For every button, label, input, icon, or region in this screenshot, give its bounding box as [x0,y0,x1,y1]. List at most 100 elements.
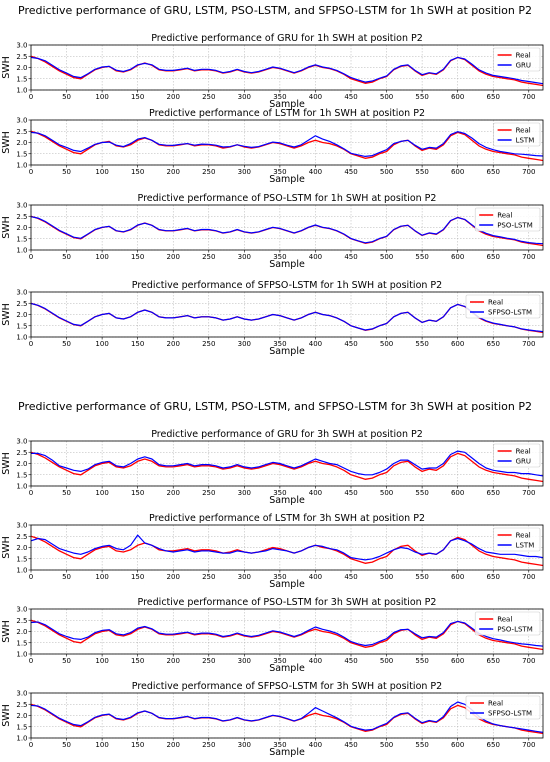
x-axis-label: Sample [269,747,305,758]
chart-1: Predictive performance of GRU for 1h SWH… [1,33,544,110]
y-tick-label: 2.5 [16,449,27,457]
series-line-real [30,451,544,483]
series-line-sfpso-lstm [30,302,544,333]
y-tick-label: 2.5 [16,213,27,221]
chart-title: Predictive performance of PSO-LSTM for 3… [138,597,437,608]
legend-label: Real [488,700,503,708]
chart-title: Predictive performance of PSO-LSTM for 1… [138,193,437,204]
x-tick-label: 550 [415,340,428,348]
y-tick-label: 3.0 [16,42,27,50]
x-tick-label: 200 [167,489,180,497]
y-tick-label: 3.0 [16,117,27,125]
chart-title: Predictive performance of GRU for 3h SWH… [151,429,423,440]
x-tick-label: 50 [62,168,71,176]
x-tick-label: 350 [273,253,286,261]
y-tick-label: 2.5 [16,53,27,61]
x-tick-label: 250 [202,657,215,665]
y-tick-label: 2.0 [16,311,27,319]
x-tick-label: 300 [238,340,251,348]
y-tick-label: 2.0 [16,628,27,636]
x-tick-label: 550 [415,741,428,749]
x-tick-label: 650 [487,168,500,176]
y-tick-label: 2.0 [16,224,27,232]
legend-label: SFPSO-LSTM [488,309,532,317]
x-tick-label: 50 [62,253,71,261]
x-tick-label: 300 [238,489,251,497]
y-tick-label: 2.0 [16,64,27,72]
y-tick-label: 1.0 [16,247,27,255]
x-tick-label: 550 [415,253,428,261]
y-tick-label: 3.0 [16,438,27,446]
x-tick-label: 0 [29,340,33,348]
legend-label: PSO-LSTM [497,222,533,230]
x-tick-label: 500 [380,573,393,581]
y-tick-label: 1.0 [16,735,27,743]
x-tick-label: 700 [522,741,535,749]
legend-label: Real [488,299,503,307]
x-tick-label: 550 [415,93,428,101]
x-tick-label: 100 [95,741,108,749]
y-tick-label: 3.0 [16,606,27,614]
x-tick-label: 700 [522,93,535,101]
x-axis-label: Sample [269,174,305,185]
x-tick-label: 200 [167,168,180,176]
chart-5: Predictive performance of GRU for 3h SWH… [1,429,544,506]
x-tick-label: 200 [167,573,180,581]
x-tick-label: 450 [344,168,357,176]
x-tick-label: 400 [309,489,322,497]
x-tick-label: 650 [487,93,500,101]
x-tick-label: 550 [415,657,428,665]
x-tick-label: 600 [451,573,464,581]
y-tick-label: 1.0 [16,483,27,491]
x-tick-label: 100 [95,340,108,348]
y-tick-label: 1.5 [16,639,27,647]
y-tick-label: 2.5 [16,300,27,308]
y-tick-label: 2.0 [16,139,27,147]
figure-2-title: Predictive performance of GRU, LSTM, PSO… [18,400,532,413]
series-line-gru [31,450,544,477]
x-tick-label: 100 [95,168,108,176]
legend-label: GRU [516,458,531,466]
x-tick-label: 350 [273,489,286,497]
y-tick-label: 1.0 [16,87,27,95]
x-tick-label: 250 [202,93,215,101]
x-tick-label: 300 [238,168,251,176]
chart-title: Predictive performance of SFPSO-LSTM for… [132,681,442,692]
x-tick-label: 300 [238,573,251,581]
chart-6: Predictive performance of LSTM for 3h SW… [1,513,544,590]
x-tick-label: 450 [344,573,357,581]
y-tick-label: 2.0 [16,712,27,720]
legend-label: SFPSO-LSTM [488,710,532,718]
x-tick-label: 100 [95,573,108,581]
x-tick-label: 350 [273,741,286,749]
x-tick-label: 700 [522,253,535,261]
legend-label: PSO-LSTM [497,626,533,634]
y-tick-label: 1.5 [16,322,27,330]
y-tick-label: 1.5 [16,150,27,158]
x-tick-label: 600 [451,93,464,101]
y-axis-label: SWH [1,536,12,559]
series-line-lstm [30,534,544,561]
x-tick-label: 400 [309,168,322,176]
x-tick-label: 350 [273,573,286,581]
legend: Real GRU [493,47,541,72]
legend: Real PSO-LSTM [474,207,541,232]
x-tick-label: 350 [273,168,286,176]
x-tick-label: 500 [380,489,393,497]
y-tick-label: 1.5 [16,471,27,479]
x-tick-label: 0 [29,253,33,261]
y-tick-label: 1.0 [16,162,27,170]
x-tick-label: 100 [95,657,108,665]
x-tick-label: 250 [202,489,215,497]
legend-label: Real [497,212,512,220]
legend: Real SFPSO-LSTM [465,695,541,720]
x-tick-label: 300 [238,253,251,261]
x-tick-label: 150 [131,741,144,749]
x-tick-label: 350 [273,93,286,101]
series-line-pso-lstm [30,216,544,245]
x-tick-label: 200 [167,741,180,749]
series-line-pso-lstm [30,620,544,647]
x-tick-label: 250 [202,741,215,749]
y-tick-label: 1.5 [16,235,27,243]
x-tick-label: 650 [487,741,500,749]
